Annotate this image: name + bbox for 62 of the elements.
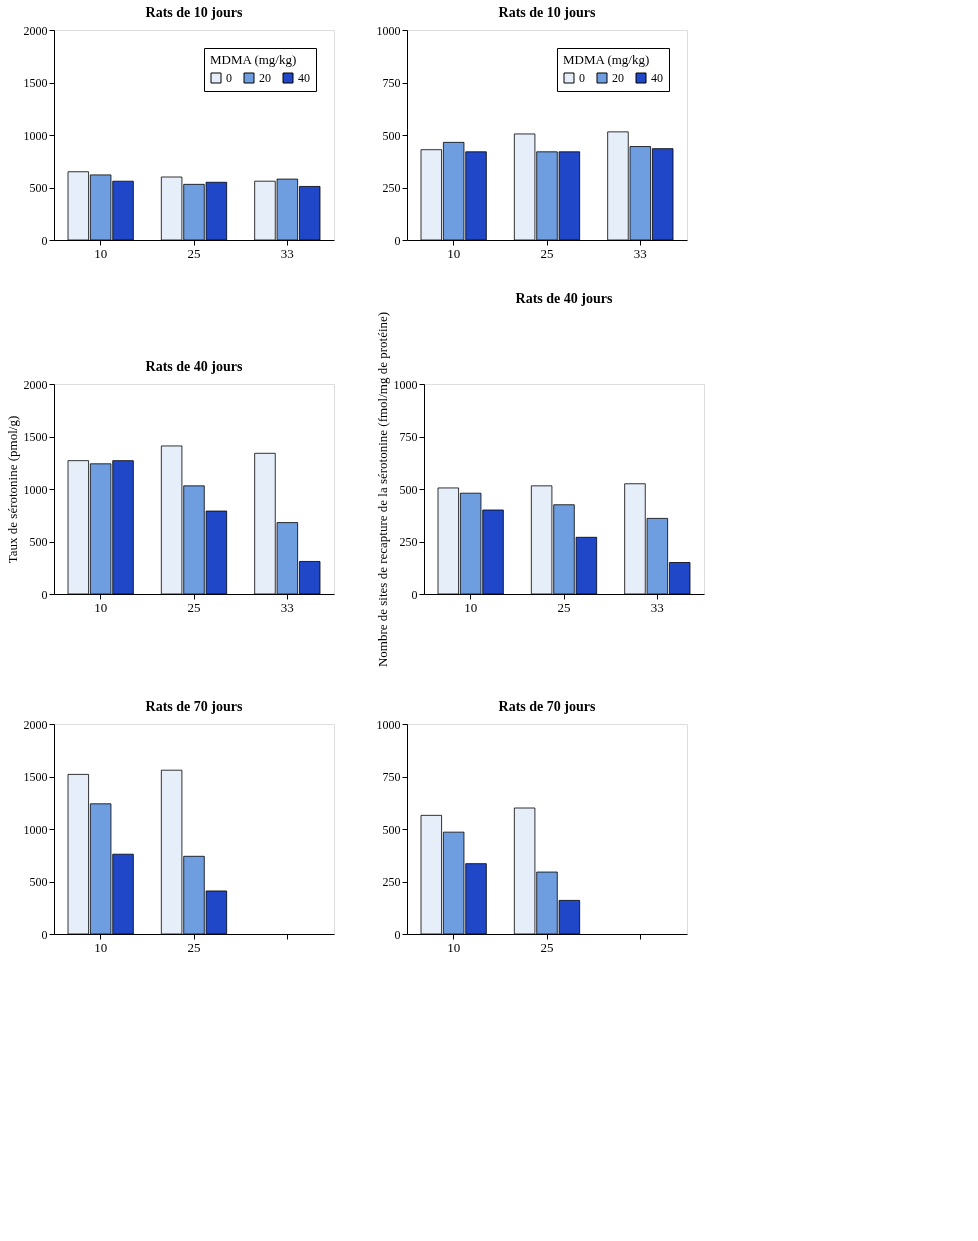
y-tick-label: 500 xyxy=(399,482,418,497)
legend-title: MDMA (mg/kg) xyxy=(563,52,650,67)
y-tick-label: 1000 xyxy=(376,717,401,732)
y-tick-label: 750 xyxy=(382,76,401,90)
chart-title: Rats de 10 jours xyxy=(145,5,243,20)
x-tick-label: 25 xyxy=(540,939,554,955)
legend-label: 20 xyxy=(259,71,271,85)
y-tick-label: 250 xyxy=(382,875,401,889)
y-tick-label: 1000 xyxy=(23,482,48,497)
legend-label: 40 xyxy=(298,71,310,85)
y-tick-label: 1500 xyxy=(23,430,48,444)
x-tick-label: 10 xyxy=(94,599,108,615)
y-axis-title: Taux de sérotonine (pmol/g) xyxy=(4,415,20,564)
y-tick-label: 1000 xyxy=(23,822,48,837)
y-tick-label: 2000 xyxy=(23,717,48,732)
chart-title: Rats de 70 jours xyxy=(498,699,596,714)
y-tick-label: 500 xyxy=(29,875,48,889)
x-tick-label: 25 xyxy=(557,599,571,615)
y-tick-label: 250 xyxy=(382,181,401,195)
legend-title: MDMA (mg/kg) xyxy=(210,52,297,67)
x-tick-label: 10 xyxy=(464,599,478,615)
y-tick-label: 0 xyxy=(41,233,48,248)
x-tick-label: 25 xyxy=(187,599,201,615)
chart-title: Rats de 10 jours xyxy=(498,5,596,20)
y-tick-label: 500 xyxy=(382,128,401,143)
y-tick-label: 500 xyxy=(29,181,48,195)
y-tick-label: 500 xyxy=(29,535,48,549)
y-tick-label: 1000 xyxy=(23,128,48,143)
legend-label: 0 xyxy=(226,71,232,85)
x-tick-label: 10 xyxy=(447,939,461,955)
legend-label: 40 xyxy=(651,71,663,85)
y-tick-label: 0 xyxy=(394,927,401,942)
y-axis-title: Nombre de sites de recapture de la sérotonine (fmol/mg de protéine) xyxy=(374,311,390,668)
y-tick-label: 0 xyxy=(41,927,48,942)
x-tick-label: 33 xyxy=(280,245,294,261)
y-tick-label: 500 xyxy=(382,822,401,837)
y-tick-label: 2000 xyxy=(23,377,48,392)
chart-title: Rats de 40 jours xyxy=(515,290,613,306)
legend-label: 20 xyxy=(612,71,624,85)
y-tick-label: 0 xyxy=(41,587,48,602)
y-tick-label: 0 xyxy=(394,233,401,248)
y-tick-label: 750 xyxy=(399,430,418,444)
y-tick-label: 1000 xyxy=(376,23,401,38)
x-tick-label: 25 xyxy=(187,245,201,261)
y-tick-label: 1500 xyxy=(23,770,48,784)
y-tick-label: 1000 xyxy=(393,377,418,392)
x-tick-label: 10 xyxy=(94,245,108,261)
y-tick-label: 750 xyxy=(382,770,401,784)
x-tick-label: 10 xyxy=(447,245,461,261)
legend-label: 0 xyxy=(579,71,585,85)
x-tick-label: 10 xyxy=(94,939,108,955)
x-tick-label: 33 xyxy=(280,599,294,615)
x-tick-label: 25 xyxy=(540,245,554,261)
y-tick-label: 2000 xyxy=(23,23,48,38)
x-tick-label: 33 xyxy=(650,599,664,615)
chart-title: Rats de 70 jours xyxy=(145,699,243,714)
y-tick-label: 250 xyxy=(399,535,418,549)
x-tick-label: 33 xyxy=(633,245,647,261)
y-tick-label: 0 xyxy=(411,587,418,602)
y-tick-label: 1500 xyxy=(23,76,48,90)
chart-title: Rats de 40 jours xyxy=(145,359,243,374)
x-tick-label: 25 xyxy=(187,939,201,955)
